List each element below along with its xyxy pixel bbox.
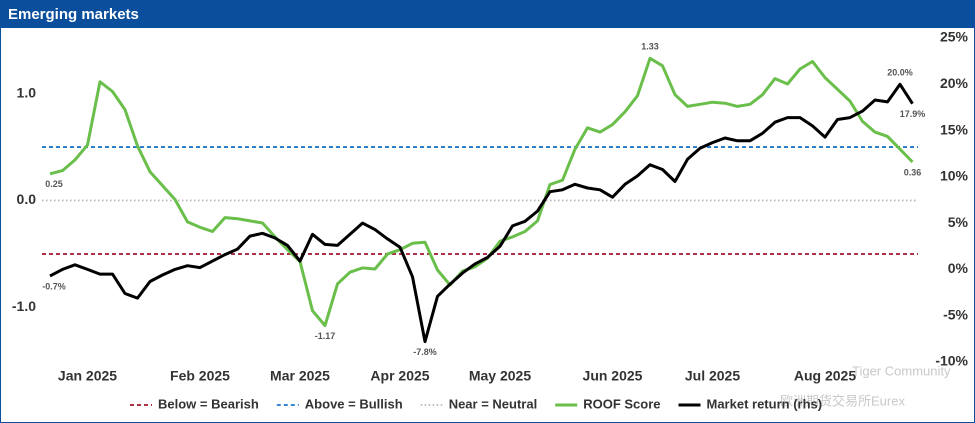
legend-label: ROOF Score [583,396,660,411]
x-tick-label: Jun 2025 [583,368,643,384]
data-label: 17.9% [900,109,926,119]
data-label: 20.0% [887,68,913,78]
series-line [49,82,914,344]
data-label: -7.8% [413,347,437,357]
x-tick-label: Jan 2025 [58,368,117,384]
y-tick-label: -1.0 [12,298,36,314]
chart-title: Emerging markets [8,6,139,23]
data-label: 0.36 [904,167,922,177]
y2-tick-label: -10% [935,353,968,369]
data-label: -1.17 [315,331,336,341]
x-tick-label: Feb 2025 [170,368,230,384]
title-bar [0,0,975,28]
x-tick-label: Aug 2025 [794,368,856,384]
y-tick-label: 0.0 [17,191,37,207]
watermark: 欧洲期货交易所Eurex [780,393,905,408]
legend-label: Near = Neutral [449,396,538,411]
y2-tick-label: 5% [948,214,969,230]
series-line [49,56,914,328]
data-label: -0.7% [42,281,66,291]
data-label: 0.25 [45,179,63,189]
data-label: 1.33 [641,42,659,52]
x-tick-label: Jul 2025 [685,368,740,384]
x-tick-label: Mar 2025 [270,368,330,384]
watermark: Tiger Community [852,363,951,378]
y2-tick-label: 20% [940,75,969,91]
legend-label: Below = Bearish [158,396,259,411]
x-tick-label: May 2025 [469,368,531,384]
x-tick-label: Apr 2025 [370,368,429,384]
y2-tick-label: 25% [940,29,969,45]
y2-tick-label: 0% [948,260,969,276]
legend-label: Market return (rhs) [707,396,823,411]
legend-label: Above = Bullish [305,396,403,411]
y2-tick-label: 15% [940,121,969,137]
y2-tick-label: 10% [940,168,969,184]
y-tick-label: 1.0 [17,84,37,100]
y2-tick-label: -5% [943,306,968,322]
